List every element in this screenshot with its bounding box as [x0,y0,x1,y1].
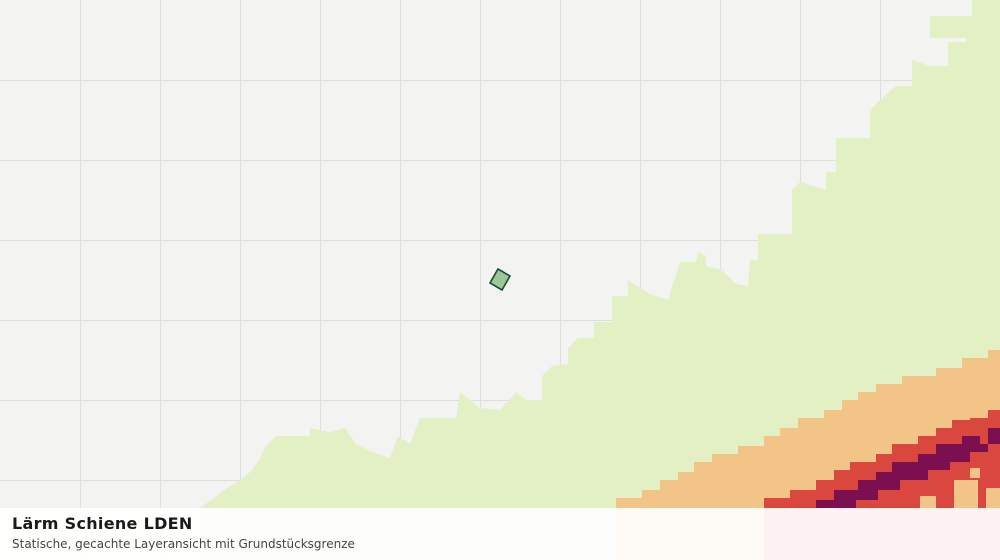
parcel-boundary [488,267,512,292]
layer-subtitle: Statische, gecachte Layeransicht mit Gru… [12,537,355,551]
caption-bar: Lärm Schiene LDEN Statische, gecachte La… [0,508,1000,560]
noise-patches [920,468,1000,508]
layer-title: Lärm Schiene LDEN [12,514,193,533]
noise-zone-very-high [790,428,1000,508]
